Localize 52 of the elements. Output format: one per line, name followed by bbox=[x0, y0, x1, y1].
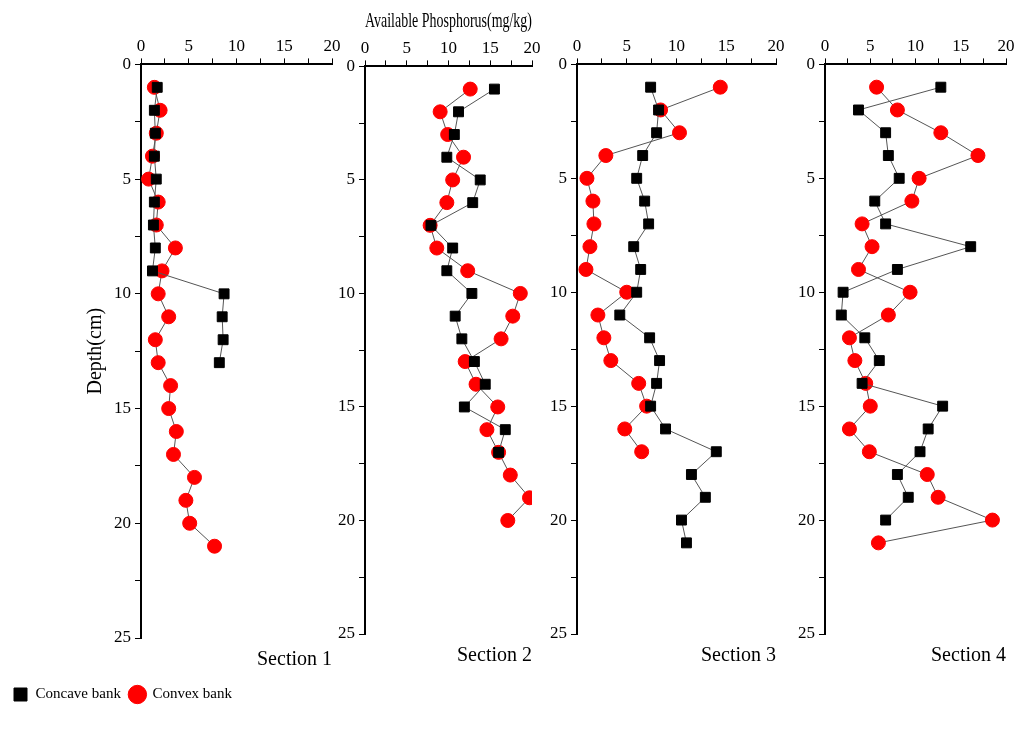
x-tick-label: 20 bbox=[523, 37, 541, 57]
x-tick-label: 10 bbox=[228, 35, 245, 55]
x-tick-label: 20 bbox=[767, 35, 785, 55]
x-tick-label: 5 bbox=[866, 35, 875, 55]
y-tick-label: 15 bbox=[114, 398, 131, 418]
y-tick-label: 10 bbox=[550, 281, 567, 301]
y-tick-label: 20 bbox=[338, 509, 355, 529]
legend-label: Convex bank bbox=[152, 685, 233, 702]
text: Section 3 bbox=[701, 643, 776, 666]
y-tick-label: 5 bbox=[558, 167, 567, 187]
x-tick-label: 15 bbox=[717, 35, 735, 55]
y-tick-label: 10 bbox=[798, 281, 815, 301]
y-tick-label: 10 bbox=[338, 282, 355, 302]
y-tick-label: 25 bbox=[114, 627, 131, 647]
x-tick-label: 0 bbox=[360, 37, 370, 57]
y-tick-label: 0 bbox=[558, 53, 567, 73]
y-tick-label: 15 bbox=[798, 395, 815, 415]
x-tick-label: 10 bbox=[440, 37, 457, 57]
y-tick-label: 20 bbox=[798, 509, 815, 529]
x-tick-label: 15 bbox=[481, 37, 499, 57]
y-tick-label: 5 bbox=[346, 169, 355, 189]
text: Section 1 bbox=[257, 647, 332, 670]
y-tick-label: 20 bbox=[550, 509, 567, 529]
text: Section 2 bbox=[457, 643, 532, 666]
y-tick-label: 15 bbox=[338, 396, 355, 416]
x-tick-label: 10 bbox=[907, 35, 924, 55]
y-tick-label: 5 bbox=[122, 168, 131, 188]
y-tick-label: 20 bbox=[114, 512, 131, 532]
y-tick-label: 10 bbox=[114, 283, 131, 303]
y-tick-label: 0 bbox=[346, 55, 355, 75]
y-tick-label: 25 bbox=[550, 623, 567, 643]
x-axis-title: Available Phosphorus(mg/kg) bbox=[365, 9, 532, 32]
x-tick-label: 0 bbox=[136, 35, 146, 55]
x-tick-label: 5 bbox=[622, 35, 631, 55]
y-tick-label: 15 bbox=[550, 395, 567, 415]
y-tick-label: 25 bbox=[338, 623, 355, 643]
y-tick-label: 0 bbox=[122, 53, 131, 73]
x-tick-label: 5 bbox=[402, 37, 411, 57]
x-tick-label: 0 bbox=[820, 35, 830, 55]
x-tick-label: 15 bbox=[275, 35, 293, 55]
text: Section 4 bbox=[931, 643, 1006, 666]
y-tick-label: 0 bbox=[806, 53, 815, 73]
x-tick-label: 5 bbox=[184, 35, 193, 55]
x-tick-label: 20 bbox=[323, 35, 341, 55]
y-axis-title: Depth(cm) bbox=[83, 307, 107, 395]
x-tick-label: 0 bbox=[572, 35, 582, 55]
legend-label: Concave bank bbox=[35, 685, 122, 702]
x-tick-label: 20 bbox=[997, 35, 1015, 55]
y-tick-label: 25 bbox=[798, 623, 815, 643]
y-tick-label: 5 bbox=[806, 167, 815, 187]
x-tick-label: 10 bbox=[668, 35, 685, 55]
x-tick-label: 15 bbox=[952, 35, 970, 55]
